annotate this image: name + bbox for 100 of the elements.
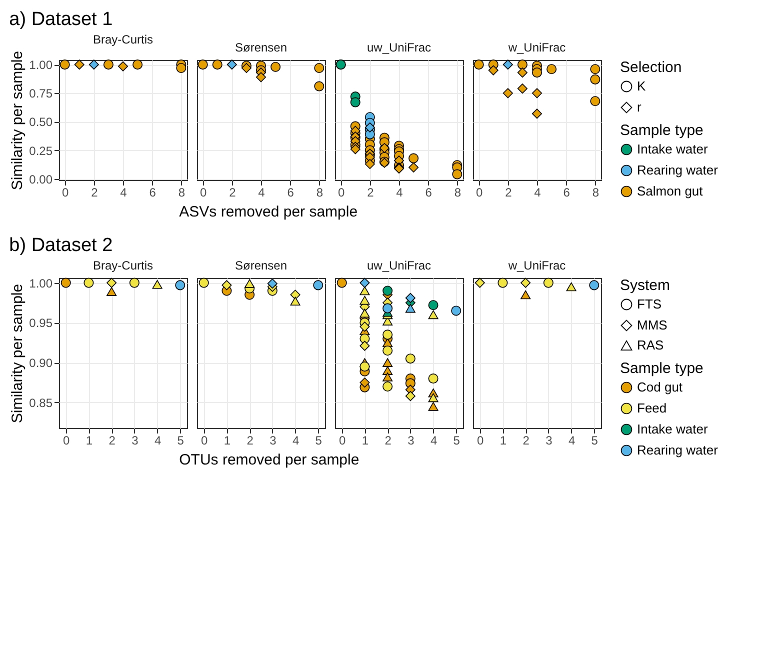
x-tick-label: 4 <box>258 186 266 200</box>
point <box>244 279 255 288</box>
point <box>546 64 557 74</box>
x-tick-label: 0 <box>62 186 69 200</box>
point <box>590 64 600 74</box>
x-tick-label: 4 <box>154 434 162 448</box>
point <box>314 63 324 73</box>
point <box>532 88 542 98</box>
x-tick-label: 8 <box>316 186 324 200</box>
x-tick-label: 1 <box>224 434 231 448</box>
legend-label: Rearing water <box>637 162 719 178</box>
point <box>382 303 393 314</box>
x-tick-label: 0 <box>63 434 70 448</box>
point <box>502 88 513 98</box>
point <box>84 278 94 288</box>
x-tick-label: 2 <box>384 434 392 448</box>
point <box>364 122 375 132</box>
x-tick-label: 5 <box>315 434 322 448</box>
point <box>382 286 393 296</box>
point <box>532 108 542 119</box>
point <box>590 96 600 106</box>
x-tick-label: 5 <box>591 434 598 448</box>
point <box>502 60 513 70</box>
chart-title: w_UniFrac <box>507 258 566 273</box>
point <box>474 278 485 288</box>
x-tick-label: 8 <box>454 186 462 200</box>
chart-title: Bray-Curtis <box>92 258 154 273</box>
x-tick-label: 1 <box>86 434 93 448</box>
point <box>198 278 209 288</box>
y-tick-label: 0.75 <box>29 86 53 101</box>
chart-title: Sørensen <box>234 40 288 54</box>
legend-label: Salmon gut <box>637 184 704 198</box>
x-tick-label: 0 <box>338 186 345 200</box>
text: FTS <box>637 296 662 312</box>
point <box>106 287 117 296</box>
point <box>474 60 484 70</box>
x-tick-label: 2 <box>108 434 116 448</box>
x-axis-title: ASVs removed per sample <box>179 204 358 220</box>
point <box>589 280 600 290</box>
x-tick-label: 3 <box>132 434 139 448</box>
point <box>241 62 252 74</box>
text: r <box>637 100 642 114</box>
y-tick-label: 0.25 <box>29 144 53 158</box>
x-tick-label: 2 <box>505 186 512 200</box>
point <box>590 74 600 84</box>
text: System <box>620 277 670 294</box>
x-tick-label: 8 <box>178 186 186 200</box>
point <box>360 296 370 305</box>
point <box>360 308 370 318</box>
point <box>405 292 416 303</box>
point <box>360 278 370 288</box>
x-tick-label: 0 <box>200 186 207 200</box>
point <box>360 378 370 388</box>
legend-title: Sample type <box>620 122 704 139</box>
point <box>382 372 393 382</box>
x-tick-label: 4 <box>534 186 542 200</box>
point <box>517 60 528 70</box>
x-tick-label: 5 <box>177 434 184 448</box>
point <box>488 65 498 76</box>
y-tick-label: 1.00 <box>29 58 53 72</box>
point <box>198 60 208 70</box>
legend-label: Feed <box>637 400 667 416</box>
point <box>222 280 232 290</box>
point <box>360 322 370 332</box>
x-tick-label: 0 <box>339 434 346 448</box>
point <box>428 402 438 411</box>
point <box>212 60 222 70</box>
point <box>517 68 528 78</box>
point <box>543 278 554 288</box>
point <box>382 330 393 340</box>
point <box>226 60 237 70</box>
point <box>350 97 360 108</box>
point <box>520 278 531 288</box>
point <box>382 366 393 375</box>
legend-title: Sample type <box>620 360 704 377</box>
chart-subtitle: b) Dataset 2 <box>9 235 113 256</box>
point <box>451 306 462 316</box>
point <box>267 278 278 289</box>
chart-title: uw_UniFrac <box>366 258 432 273</box>
y-tick-label: 0.95 <box>29 316 53 330</box>
legend-label: Intake water <box>637 142 708 156</box>
point <box>60 278 71 288</box>
chart-title: uw_UniFrac <box>366 40 432 54</box>
point <box>428 374 438 384</box>
text: Selection <box>620 59 682 76</box>
point <box>405 304 416 313</box>
x-tick-label: 4 <box>568 434 576 448</box>
y-tick-label: 1.00 <box>29 276 53 290</box>
x-tick-label: 4 <box>120 186 128 200</box>
point <box>360 362 370 372</box>
point <box>382 382 393 392</box>
point <box>408 153 419 164</box>
point <box>336 278 347 288</box>
chart-subtitle: a) Dataset 1 <box>9 8 113 30</box>
chart-title: Bray-Curtis <box>92 32 154 46</box>
point <box>428 310 438 320</box>
legend-label: Cod gut <box>637 380 683 394</box>
point <box>360 286 370 296</box>
x-tick-label: 2 <box>522 434 530 448</box>
text: RAS <box>637 338 664 352</box>
